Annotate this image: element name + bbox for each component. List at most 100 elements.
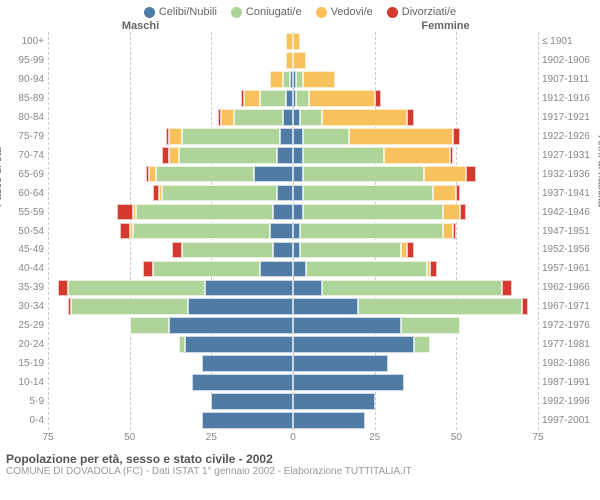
bar-segment <box>202 355 293 372</box>
birth-label: 1907-1911 <box>538 70 600 89</box>
bar-segment <box>303 185 434 202</box>
column-headers: Maschi Femmine <box>0 20 600 32</box>
bar-female <box>293 336 430 353</box>
population-pyramid-chart: Celibi/Nubili Coniugati/e Vedovi/e Divorzia… <box>0 0 600 500</box>
x-tick: 50 <box>124 432 135 443</box>
bar-segment <box>300 242 401 259</box>
bar-segment <box>254 166 293 183</box>
bar-segment <box>293 204 303 221</box>
bar-segment <box>188 298 293 315</box>
bar-row <box>48 222 538 241</box>
bar-row <box>48 278 538 297</box>
bar-male <box>120 223 293 240</box>
legend-item: Celibi/Nubili <box>144 6 217 18</box>
bar-segment <box>322 280 502 297</box>
bar-segment <box>293 128 303 145</box>
legend-dot <box>316 7 327 18</box>
age-label: 10-14 <box>0 373 48 392</box>
bar-segment <box>277 185 293 202</box>
age-label: 95-99 <box>0 51 48 70</box>
bar-segment <box>293 336 414 353</box>
bar-segment <box>460 204 467 221</box>
bar-female <box>293 374 404 391</box>
bar-row <box>48 127 538 146</box>
bar-segment <box>293 166 303 183</box>
bar-male <box>58 280 293 297</box>
bar-segment <box>270 223 293 240</box>
bar-segment <box>522 298 529 315</box>
legend-label: Coniugati/e <box>246 6 302 18</box>
age-label: 15-19 <box>0 354 48 373</box>
bar-male <box>143 261 293 278</box>
bar-segment <box>300 109 323 126</box>
bar-segment <box>234 109 283 126</box>
x-tick: 50 <box>451 432 462 443</box>
bar-segment <box>456 185 459 202</box>
bar-male <box>172 242 293 259</box>
bar-row <box>48 354 538 373</box>
bar-female <box>293 242 414 259</box>
bar-female <box>293 280 512 297</box>
birth-label: 1952-1956 <box>538 240 600 259</box>
bar-female <box>293 298 528 315</box>
age-label: 20-24 <box>0 335 48 354</box>
bar-female <box>293 90 381 107</box>
bar-male <box>146 166 293 183</box>
bar-female <box>293 147 453 164</box>
legend-item: Vedovi/e <box>316 6 373 18</box>
birth-label: 1917-1921 <box>538 108 600 127</box>
age-label: 100+ <box>0 32 48 51</box>
bar-row <box>48 203 538 222</box>
bar-female <box>293 71 335 88</box>
bar-segment <box>273 204 293 221</box>
bar-female <box>293 261 437 278</box>
x-axis: 7550250255075 <box>0 430 600 448</box>
bar-segment <box>430 261 437 278</box>
bar-segment <box>162 185 276 202</box>
legend-label: Celibi/Nubili <box>159 6 217 18</box>
bar-segment <box>260 261 293 278</box>
bar-segment <box>182 242 273 259</box>
bar-female <box>293 317 460 334</box>
bar-segment <box>283 109 293 126</box>
age-label: 80-84 <box>0 108 48 127</box>
bar-segment <box>466 166 476 183</box>
age-label: 45-49 <box>0 240 48 259</box>
legend-dot <box>231 7 242 18</box>
bar-row <box>48 259 538 278</box>
bar-segment <box>293 261 306 278</box>
bar-female <box>293 204 466 221</box>
legend-label: Vedovi/e <box>331 6 373 18</box>
bar-segment <box>300 223 444 240</box>
bar-row <box>48 316 538 335</box>
bar-male <box>166 128 293 145</box>
bar-segment <box>153 261 261 278</box>
bar-rows <box>48 32 538 430</box>
bar-segment <box>375 90 382 107</box>
bar-row <box>48 146 538 165</box>
bar-segment <box>433 185 456 202</box>
bar-segment <box>358 298 521 315</box>
bar-row <box>48 89 538 108</box>
birth-label: 1962-1966 <box>538 278 600 297</box>
age-label: 5-9 <box>0 392 48 411</box>
bar-row <box>48 335 538 354</box>
age-label: 25-29 <box>0 316 48 335</box>
age-labels: 100+95-9990-9485-8980-8475-7970-7465-696… <box>0 32 48 430</box>
bar-row <box>48 32 538 51</box>
birth-label: 1957-1961 <box>538 259 600 278</box>
x-tick: 0 <box>290 432 296 443</box>
bar-segment <box>303 166 424 183</box>
bar-segment <box>120 223 130 240</box>
bar-segment <box>306 261 427 278</box>
bar-segment <box>407 109 414 126</box>
bar-segment <box>384 147 449 164</box>
bar-segment <box>293 33 300 50</box>
legend-label: Divorziati/e <box>402 6 456 18</box>
bar-female <box>293 185 460 202</box>
bar-segment <box>401 317 460 334</box>
bar-male <box>117 204 293 221</box>
footer-subtitle: COMUNE DI DOVADOLA (FC) - Dati ISTAT 1° … <box>6 466 594 477</box>
chart-footer: Popolazione per età, sesso e stato civil… <box>0 448 600 477</box>
bar-segment <box>244 90 260 107</box>
